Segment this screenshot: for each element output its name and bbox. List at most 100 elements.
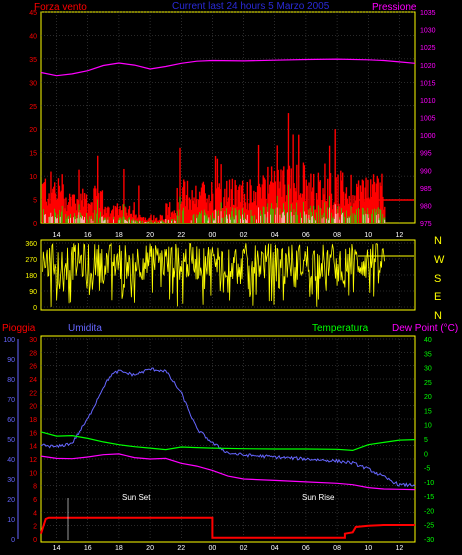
x-tick-label: 18 bbox=[115, 545, 123, 552]
x-tick-label: 12 bbox=[396, 545, 404, 552]
rain-tick-label: 2 bbox=[33, 524, 37, 531]
temperature-tick-label: -5 bbox=[424, 466, 430, 473]
rain-tick-label: 24 bbox=[29, 377, 37, 384]
rain-line bbox=[40, 516, 415, 539]
rain-tick-label: 12 bbox=[29, 457, 37, 464]
rain-tick-label: 8 bbox=[33, 484, 37, 491]
rain-tick-label: 28 bbox=[29, 350, 37, 357]
x-tick-label: 06 bbox=[302, 545, 310, 552]
pressure-tick-label: 990 bbox=[420, 168, 432, 175]
pressure-tick-label: 1000 bbox=[420, 133, 436, 140]
humidity-tick-label: 60 bbox=[7, 417, 15, 424]
x-tick-label: 00 bbox=[209, 545, 217, 552]
temperature-tick-label: 30 bbox=[424, 366, 432, 373]
humidity-temperature-grid bbox=[41, 338, 415, 539]
wind-direction-tick-label: 270 bbox=[25, 257, 37, 264]
humidity-tick-label: 90 bbox=[7, 357, 15, 364]
rain-tick-label: 14 bbox=[29, 444, 37, 451]
wind-speed-tick-label: 15 bbox=[29, 151, 37, 158]
wind-speed-tick-label: 10 bbox=[29, 174, 37, 181]
temperature-tick-label: 0 bbox=[424, 451, 428, 458]
wind-speed-tick-label: 35 bbox=[29, 57, 37, 64]
temperature-tick-label: 15 bbox=[424, 408, 432, 415]
x-axis-ticks-bottom: 14 16 18 20 22 00 02 04 06 08 10 12 bbox=[53, 545, 404, 552]
x-tick-label: 16 bbox=[84, 545, 92, 552]
x-tick-label: 00 bbox=[209, 232, 217, 239]
wind-direction-tick-label: 90 bbox=[29, 289, 37, 296]
pressure-tick-label: 985 bbox=[420, 186, 432, 193]
wind-speed-tick-label: 20 bbox=[29, 127, 37, 134]
temperature-tick-label: -30 bbox=[424, 537, 434, 544]
rain-tick-label: 16 bbox=[29, 430, 37, 437]
humidity-tick-label: 80 bbox=[7, 377, 15, 384]
wind-speed-series bbox=[41, 113, 386, 223]
sunset-label: Sun Set bbox=[122, 493, 151, 502]
pressure-tick-label: 1025 bbox=[420, 45, 436, 52]
temperature-title: Temperatura bbox=[312, 323, 369, 334]
compass-letter: S bbox=[434, 273, 441, 285]
dewpoint-title: Dew Point (°C) bbox=[392, 323, 458, 334]
temperature-axis: -30 -25 -20 -15 -10 -5 0 5 10 15 20 25 30 35 40 bbox=[424, 337, 434, 544]
rain-tick-label: 20 bbox=[29, 404, 37, 411]
temperature-tick-label: 10 bbox=[424, 423, 432, 430]
rain-tick-label: 18 bbox=[29, 417, 37, 424]
x-tick-label: 08 bbox=[333, 545, 341, 552]
x-tick-label: 10 bbox=[364, 545, 372, 552]
rain-tick-label: 10 bbox=[29, 470, 37, 477]
temperature-line bbox=[40, 431, 416, 452]
wind-direction-line bbox=[42, 242, 385, 307]
chart-title: Current last 24 hours 5 Marzo 2005 bbox=[172, 1, 330, 12]
rain-tick-label: 6 bbox=[33, 497, 37, 504]
rain-tick-label: 26 bbox=[29, 364, 37, 371]
temperature-tick-label: 25 bbox=[424, 380, 432, 387]
x-tick-label: 20 bbox=[146, 545, 154, 552]
temperature-tick-label: 20 bbox=[424, 394, 432, 401]
x-tick-label: 12 bbox=[396, 232, 404, 239]
wind-speed-tick-label: 30 bbox=[29, 80, 37, 87]
x-tick-label: 04 bbox=[271, 545, 279, 552]
rain-tick-label: 0 bbox=[33, 537, 37, 544]
x-tick-label: 14 bbox=[53, 545, 61, 552]
wind-speed-axis: 0 5 10 15 20 25 30 35 40 45 bbox=[29, 10, 37, 228]
wind-direction-tick-label: 360 bbox=[25, 241, 37, 248]
wind-speed-title: Forza vento bbox=[34, 2, 87, 13]
temperature-tick-label: -20 bbox=[424, 508, 434, 515]
humidity-tick-label: 50 bbox=[7, 437, 15, 444]
x-tick-label: 22 bbox=[177, 232, 185, 239]
compass-letter: E bbox=[434, 291, 441, 303]
wind-direction-tick-label: 180 bbox=[25, 273, 37, 280]
temperature-tick-label: 5 bbox=[424, 437, 428, 444]
rain-title: Pioggia bbox=[2, 323, 36, 334]
pressure-tick-label: 995 bbox=[420, 151, 432, 158]
x-tick-label: 16 bbox=[84, 232, 92, 239]
pressure-title: Pressione bbox=[372, 2, 417, 13]
x-tick-label: 14 bbox=[53, 232, 61, 239]
humidity-tick-label: 20 bbox=[7, 497, 15, 504]
temperature-tick-label: 35 bbox=[424, 351, 432, 358]
pressure-line bbox=[40, 58, 416, 77]
wind-direction-tick-label: 0 bbox=[33, 305, 37, 312]
x-tick-label: 10 bbox=[364, 232, 372, 239]
humidity-axis: 0 10 20 30 40 50 60 70 80 90 100 bbox=[3, 337, 19, 544]
pressure-tick-label: 1015 bbox=[420, 80, 436, 87]
humidity-tick-label: 70 bbox=[7, 397, 15, 404]
temperature-tick-label: 40 bbox=[424, 337, 432, 344]
x-tick-label: 06 bbox=[302, 232, 310, 239]
rain-tick-label: 4 bbox=[33, 510, 37, 517]
rain-tick-label: 30 bbox=[29, 337, 37, 344]
wind-speed-tick-label: 45 bbox=[29, 10, 37, 17]
compass-letter: N bbox=[434, 235, 442, 247]
humidity-line bbox=[40, 367, 416, 488]
temperature-tick-label: -15 bbox=[424, 494, 434, 501]
x-tick-label: 04 bbox=[271, 232, 279, 239]
compass-letter: W bbox=[434, 254, 445, 266]
pressure-tick-label: 1030 bbox=[420, 28, 436, 35]
pressure-tick-label: 1010 bbox=[420, 98, 436, 105]
wind-pressure-panel bbox=[40, 11, 416, 224]
x-tick-label: 02 bbox=[240, 545, 248, 552]
wind-speed-tick-label: 40 bbox=[29, 33, 37, 40]
humidity-title: Umidita bbox=[68, 323, 102, 334]
